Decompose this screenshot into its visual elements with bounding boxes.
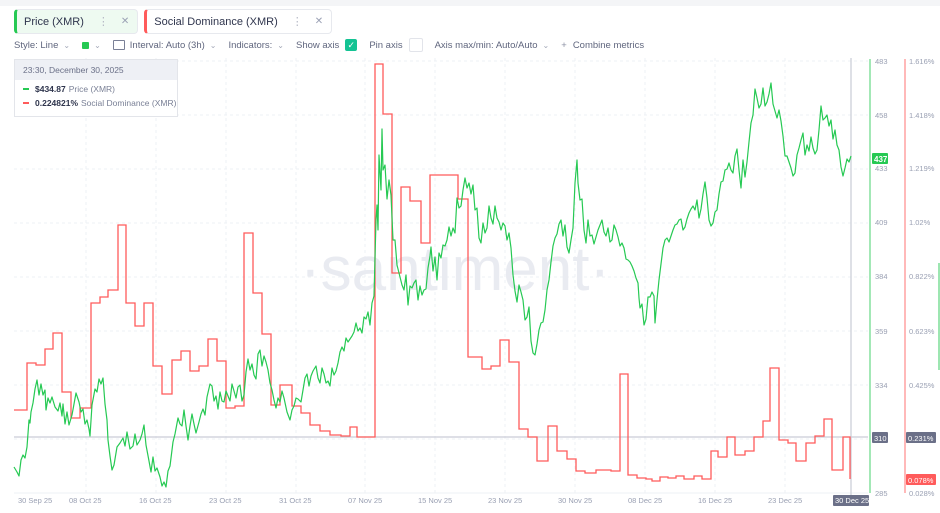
legend-dash-icon xyxy=(23,88,29,90)
style-label: Style: Line xyxy=(14,39,59,51)
svg-text:0.822%: 0.822% xyxy=(909,272,935,281)
indicators-label: Indicators: xyxy=(228,39,273,51)
metric-chips: Price (XMR) ⋮ ✕ Social Dominance (XMR) ⋮… xyxy=(14,9,333,34)
svg-text:458: 458 xyxy=(875,111,888,120)
pin-axis-toggle[interactable]: Pin axis xyxy=(369,38,423,52)
ruler-icon xyxy=(112,40,125,50)
svg-text:433: 433 xyxy=(875,164,888,173)
svg-text:08 Oct 25: 08 Oct 25 xyxy=(69,496,102,505)
svg-text:30 Nov 25: 30 Nov 25 xyxy=(558,496,592,505)
svg-text:0.078%: 0.078% xyxy=(908,476,934,485)
svg-text:30 Sep 25: 30 Sep 25 xyxy=(18,496,52,505)
color-picker[interactable]: ⌄ xyxy=(82,41,101,50)
svg-text:15 Nov 25: 15 Nov 25 xyxy=(418,496,452,505)
svg-text:30 Dec 25: 30 Dec 25 xyxy=(835,496,869,505)
tooltip-datetime: 23:30, December 30, 2025 xyxy=(15,60,177,80)
metric-chip-price[interactable]: Price (XMR) ⋮ ✕ xyxy=(14,9,139,34)
tooltip-price-value: $434.87 xyxy=(35,84,66,94)
interval-dropdown[interactable]: Interval: Auto (3h) ⌄ xyxy=(112,39,217,51)
interval-label: Interval: Auto (3h) xyxy=(129,39,205,51)
color-swatch xyxy=(82,41,90,49)
chart-tooltip: 23:30, December 30, 2025 $434.87 Price (… xyxy=(14,59,178,117)
show-axis-checkbox[interactable]: ✓ xyxy=(345,39,358,51)
style-dropdown[interactable]: Style: Line ⌄ xyxy=(14,40,70,51)
svg-text:1.219%: 1.219% xyxy=(909,164,935,173)
chevron-down-icon: ⌄ xyxy=(63,40,71,50)
svg-text:23 Nov 25: 23 Nov 25 xyxy=(488,496,522,505)
svg-text:1.02%: 1.02% xyxy=(909,218,931,227)
svg-text:07 Nov 25: 07 Nov 25 xyxy=(348,496,382,505)
svg-text:0.623%: 0.623% xyxy=(909,327,935,336)
chart-toolbar: Style: Line ⌄ ⌄ Interval: Auto (3h) ⌄ In… xyxy=(14,38,656,52)
show-axis-label: Show axis xyxy=(296,39,340,51)
tooltip-price-label: Price (XMR) xyxy=(68,84,116,94)
svg-text:1.616%: 1.616% xyxy=(909,57,935,66)
pin-axis-checkbox[interactable] xyxy=(408,38,423,52)
svg-text:08 Dec 25: 08 Dec 25 xyxy=(628,496,662,505)
metric-chip-label: Social Dominance (XMR) xyxy=(154,15,278,28)
svg-text:384: 384 xyxy=(875,272,888,281)
svg-text:437: 437 xyxy=(874,155,888,164)
tooltip-sd-label: Social Dominance (XMR) xyxy=(81,98,177,108)
price-crosshair-badge: 310 xyxy=(872,432,888,443)
tooltip-sd-value: 0.224821% xyxy=(35,98,79,108)
svg-text:1.418%: 1.418% xyxy=(909,111,935,120)
tooltip-row-price: $434.87 Price (XMR) xyxy=(15,84,177,94)
svg-text:0.231%: 0.231% xyxy=(908,434,934,443)
show-axis-toggle[interactable]: Show axis ✓ xyxy=(296,39,358,51)
more-options-icon[interactable]: ⋮ xyxy=(97,16,109,28)
x-axis-ticks: 30 Sep 25 08 Oct 25 16 Oct 25 23 Oct 25 … xyxy=(18,496,860,505)
combine-metrics-button[interactable]: + Combine metrics xyxy=(561,40,644,51)
price-axis-ticks: 483 458 433 409 384 359 334 285 xyxy=(875,57,888,498)
metric-chip-social-dominance[interactable]: Social Dominance (XMR) ⋮ ✕ xyxy=(144,9,333,34)
santiment-watermark: ·santiment· xyxy=(300,235,610,304)
price-current-badge: 437 xyxy=(872,153,888,164)
grid-vertical xyxy=(85,58,786,493)
axis-maxmin-dropdown[interactable]: Axis max/min: Auto/Auto ⌄ xyxy=(435,40,550,51)
svg-text:0.425%: 0.425% xyxy=(909,381,935,390)
svg-text:16 Dec 25: 16 Dec 25 xyxy=(698,496,732,505)
sd-crosshair-badge: 0.231% xyxy=(906,432,936,443)
svg-text:285: 285 xyxy=(875,489,888,498)
svg-text:310: 310 xyxy=(874,434,887,443)
chevron-down-icon: ⌄ xyxy=(209,40,217,50)
series-price-line xyxy=(13,82,852,488)
plus-icon: + xyxy=(561,39,567,51)
chevron-down-icon: ⌄ xyxy=(94,40,101,50)
pin-axis-label: Pin axis xyxy=(369,39,403,51)
svg-text:409: 409 xyxy=(875,218,888,227)
chevron-down-icon: ⌄ xyxy=(277,40,284,50)
combine-metrics-label: Combine metrics xyxy=(572,39,645,51)
sd-axis-ticks: 1.616% 1.418% 1.219% 1.02% 0.822% 0.623%… xyxy=(909,57,935,498)
grid-horizontal xyxy=(14,60,868,440)
svg-text:483: 483 xyxy=(875,57,888,66)
svg-text:23 Oct 25: 23 Oct 25 xyxy=(209,496,242,505)
indicators-dropdown[interactable]: Indicators: ⌄ xyxy=(228,40,284,51)
svg-text:16 Oct 25: 16 Oct 25 xyxy=(139,496,172,505)
svg-text:334: 334 xyxy=(875,381,888,390)
svg-text:0.028%: 0.028% xyxy=(909,489,935,498)
axis-maxmin-label: Axis max/min: Auto/Auto xyxy=(434,39,538,51)
date-crosshair-badge: 30 Dec 25 xyxy=(833,495,869,506)
tooltip-row-sd: 0.224821% Social Dominance (XMR) xyxy=(15,98,177,108)
top-strip xyxy=(0,0,940,6)
metric-chip-label: Price (XMR) xyxy=(24,15,84,28)
svg-text:23 Dec 25: 23 Dec 25 xyxy=(768,496,802,505)
close-icon[interactable]: ✕ xyxy=(120,16,130,27)
sd-current-badge: 0.078% xyxy=(906,474,936,485)
series-social-dominance-line xyxy=(14,63,851,482)
chevron-down-icon: ⌄ xyxy=(542,40,550,50)
svg-text:359: 359 xyxy=(875,327,888,336)
svg-text:31 Oct 25: 31 Oct 25 xyxy=(279,496,312,505)
legend-dash-icon xyxy=(23,102,29,104)
close-icon[interactable]: ✕ xyxy=(314,16,324,27)
more-options-icon[interactable]: ⋮ xyxy=(291,16,303,28)
